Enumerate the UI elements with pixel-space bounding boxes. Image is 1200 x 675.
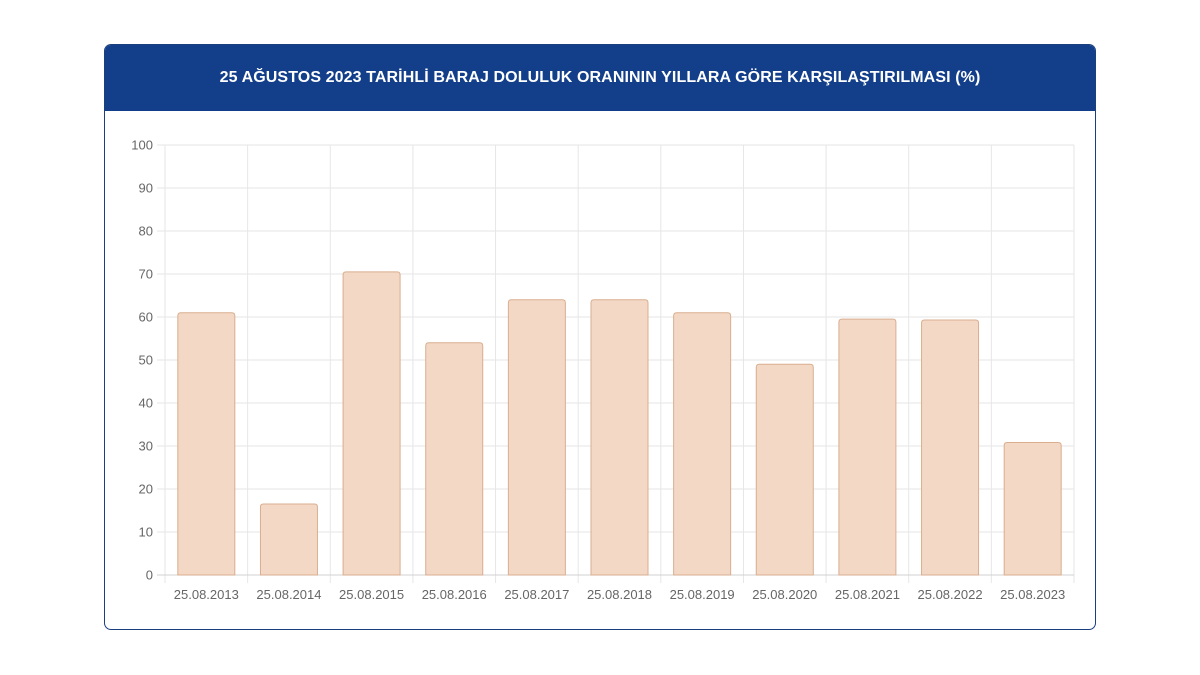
x-tick-label: 25.08.2018 (587, 587, 652, 602)
x-axis-ticks: 25.08.2013 25.08.2014 25.08.2015 25.08.2016… (174, 587, 1065, 602)
x-tick-label: 25.08.2015 (339, 587, 404, 602)
bar-25.08.2023 (1003, 442, 1062, 576)
x-tick-label: 25.08.2014 (256, 587, 321, 602)
y-tick-label: 20 (139, 482, 153, 497)
x-tick-label: 25.08.2013 (174, 587, 239, 602)
chart-header: 25 AĞUSTOS 2023 TARİHLİ BARAJ DOLULUK OR… (105, 45, 1095, 111)
x-tick-label: 25.08.2023 (1000, 587, 1065, 602)
y-tick-label: 100 (131, 138, 153, 153)
y-tick-label: 30 (139, 439, 153, 454)
x-tick-label: 25.08.2019 (670, 587, 735, 602)
bar-25.08.2016 (425, 342, 484, 576)
y-tick-label: 50 (139, 353, 153, 368)
bar-25.08.2022 (921, 319, 980, 576)
y-tick-label: 80 (139, 224, 153, 239)
bar-25.08.2020 (755, 363, 814, 576)
x-tick-label: 25.08.2021 (835, 587, 900, 602)
bar-25.08.2015 (342, 271, 401, 576)
x-tick-label: 25.08.2020 (752, 587, 817, 602)
bar-25.08.2019 (673, 312, 732, 576)
y-tick-label: 70 (139, 267, 153, 282)
x-tick-label: 25.08.2016 (422, 587, 487, 602)
bar-25.08.2017 (507, 299, 566, 576)
y-tick-label: 60 (139, 310, 153, 325)
bar-25.08.2014 (259, 503, 318, 576)
bar-25.08.2013 (177, 312, 236, 576)
y-tick-label: 0 (146, 568, 153, 583)
bar-25.08.2021 (838, 318, 897, 576)
y-tick-label: 10 (139, 525, 153, 540)
bar-25.08.2018 (590, 299, 649, 576)
chart-title: 25 AĞUSTOS 2023 TARİHLİ BARAJ DOLULUK OR… (219, 69, 981, 86)
y-tick-label: 90 (139, 181, 153, 196)
x-tick-label: 25.08.2022 (918, 587, 983, 602)
y-tick-label: 40 (139, 396, 153, 411)
x-tick-label: 25.08.2017 (504, 587, 569, 602)
bars (177, 271, 1062, 576)
y-axis-ticks: 0 10 20 30 40 50 60 70 80 90 100 (131, 138, 153, 583)
